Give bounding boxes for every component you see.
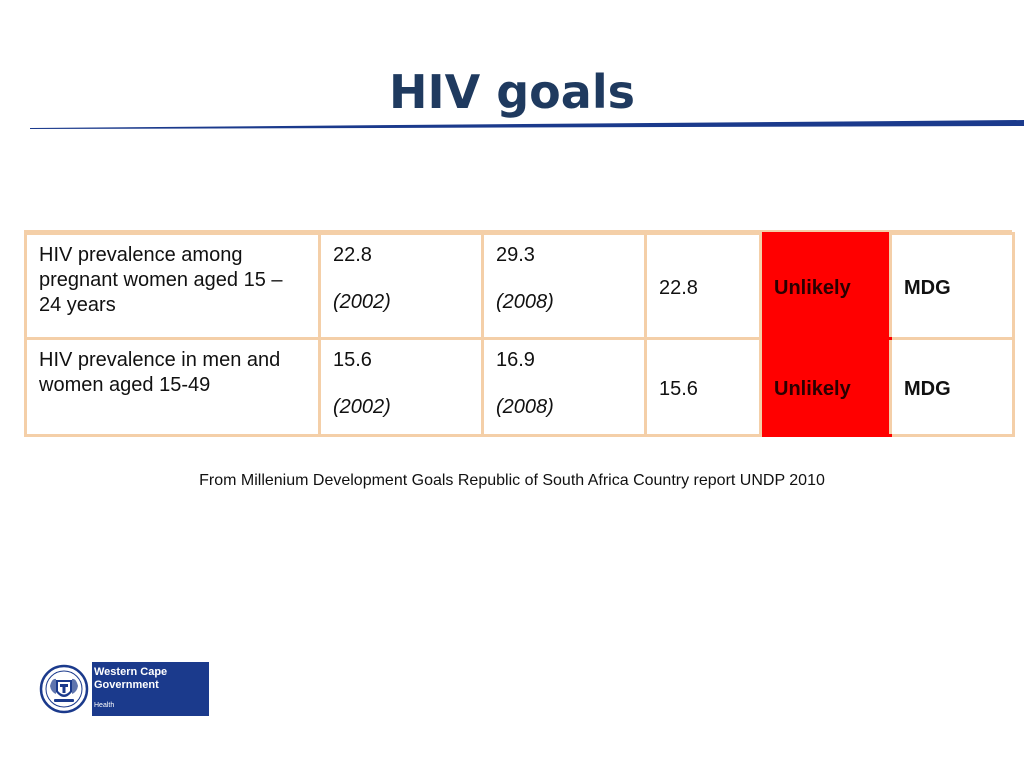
hiv-goals-table: HIV prevalence among pregnant women aged…: [24, 232, 1015, 437]
current-year: (2008): [496, 291, 554, 313]
target-cell: 22.8: [644, 232, 762, 340]
baseline-value: 15.6: [333, 349, 372, 371]
goal-type-cell: MDG: [889, 337, 1015, 437]
current-cell: 16.9 (2008): [481, 337, 647, 437]
baseline-value: 22.8: [333, 244, 372, 266]
current-value: 29.3: [496, 244, 535, 266]
baseline-cell: 22.8 (2002): [318, 232, 484, 340]
current-cell: 29.3 (2008): [481, 232, 647, 340]
logo-org-name: Western Cape Government: [94, 666, 206, 692]
baseline-year: (2002): [333, 291, 391, 313]
logo-org-line1: Western Cape: [94, 666, 168, 678]
current-year: (2008): [496, 396, 554, 418]
title-underline: [30, 120, 1024, 129]
table-top-edge: [24, 230, 1012, 234]
logo-org-line2: Government: [94, 679, 159, 691]
indicator-cell: HIV prevalence among pregnant women aged…: [24, 232, 321, 340]
status-badge: Unlikely: [759, 337, 892, 437]
coat-of-arms-icon: [39, 664, 89, 714]
status-badge: Unlikely: [759, 232, 892, 340]
target-value: 22.8: [659, 276, 698, 299]
current-value: 16.9: [496, 349, 535, 371]
baseline-year: (2002): [333, 396, 391, 418]
status-label: Unlikely: [774, 276, 851, 299]
crest-panel: [36, 662, 92, 716]
indicator-label: HIV prevalence in men and women aged 15-…: [39, 349, 281, 396]
table-row: HIV prevalence in men and women aged 15-…: [24, 337, 1015, 437]
logo-department: Health: [94, 702, 115, 709]
western-cape-government-logo: Western Cape Government Health: [36, 662, 209, 716]
indicator-cell: HIV prevalence in men and women aged 15-…: [24, 337, 321, 437]
target-cell: 15.6: [644, 337, 762, 437]
target-value: 15.6: [659, 377, 698, 400]
baseline-cell: 15.6 (2002): [318, 337, 484, 437]
goal-type-cell: MDG: [889, 232, 1015, 340]
indicator-label: HIV prevalence among pregnant women aged…: [39, 244, 283, 316]
source-note: From Millenium Development Goals Republi…: [199, 472, 825, 489]
status-label: Unlikely: [774, 377, 851, 400]
slide-title: HIV goals: [389, 65, 635, 119]
table-row: HIV prevalence among pregnant women aged…: [24, 232, 1015, 340]
goal-type-label: MDG: [904, 377, 951, 400]
goal-type-label: MDG: [904, 276, 951, 299]
